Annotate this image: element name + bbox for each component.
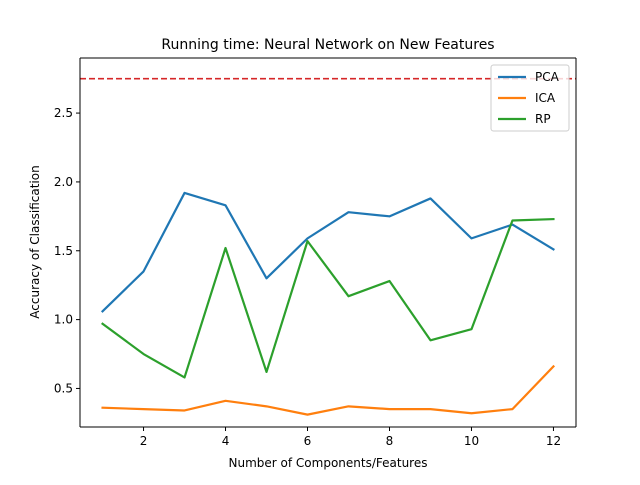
series-line-pca [100,191,555,313]
axes-layer [79,57,577,428]
x-tick-label: 4 [222,434,230,448]
x-axis-label: Number of Components/Features [229,456,428,470]
y-axis-label: Accuracy of Classification [28,165,42,318]
series-line-rp [101,217,555,379]
x-tick-label: 10 [464,434,479,448]
legend-label-pca: PCA [535,70,560,84]
x-tick-label: 6 [304,434,312,448]
x-tick-label: 2 [140,434,148,448]
chart-title: Running time: Neural Network on New Feat… [161,37,494,53]
series-layer [100,191,556,416]
legend-label-rp: RP [535,112,551,126]
legend: PCA ICA RP [490,64,570,132]
y-tick-label: 2.5 [54,106,73,120]
ticks-layer: 2 4 6 8 10 12 0.5 1.0 1.5 2.0 2.5 [54,106,561,448]
series-line-ica [101,364,556,416]
x-tick-label: 8 [386,434,394,448]
y-tick-label: 2.0 [54,175,73,189]
y-tick-label: 0.5 [54,381,73,395]
y-tick-label: 1.0 [54,313,73,327]
x-tick-label: 12 [546,434,561,448]
legend-box [490,64,570,132]
y-tick-label: 1.5 [54,244,73,258]
legend-label-ica: ICA [535,91,556,105]
